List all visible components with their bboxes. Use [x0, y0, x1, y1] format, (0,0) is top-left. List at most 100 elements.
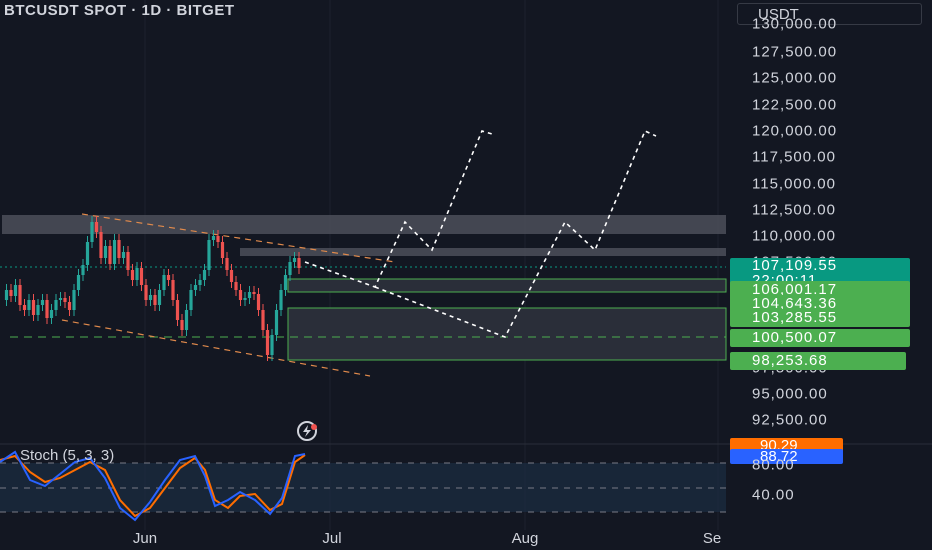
candle-body	[117, 240, 121, 258]
candlestick-series	[4, 216, 301, 361]
candle-body	[31, 300, 36, 315]
candle-body	[49, 310, 54, 318]
candle-body	[243, 298, 247, 300]
candle-body	[81, 265, 85, 275]
price-tick: 115,000.00	[752, 175, 836, 193]
candle-body	[103, 246, 108, 258]
candle-body	[36, 305, 40, 315]
candle-body	[274, 310, 279, 335]
candle-body	[202, 270, 207, 280]
support-box-2	[287, 307, 727, 361]
candle-body	[58, 298, 63, 300]
stoch-tick: 80.00	[752, 456, 795, 474]
candle-body	[288, 262, 292, 275]
candle-body	[135, 268, 139, 280]
candle-body	[130, 270, 135, 280]
time-tick: Jun	[132, 530, 158, 547]
candle-body	[153, 295, 157, 305]
candle-body	[238, 290, 243, 300]
current-price: 107,109.55	[752, 257, 838, 274]
stoch-indicator-label[interactable]: Stoch (5, 3, 3)	[20, 447, 115, 464]
time-tick: Jul	[322, 530, 342, 547]
level-badge: 103,285.55	[730, 309, 910, 327]
candle-body	[261, 310, 265, 330]
candle-body	[63, 298, 67, 302]
candle-body	[126, 252, 130, 270]
candle-body	[211, 236, 216, 240]
candle-body	[234, 282, 238, 290]
resistance-zone	[2, 215, 726, 234]
candle-body	[220, 242, 225, 258]
stoch-k-value: 88.72	[730, 449, 843, 464]
candle-body	[229, 270, 234, 282]
stoch-d-line	[0, 454, 306, 518]
resistance-zone-thin	[240, 248, 726, 256]
candle-body	[247, 292, 252, 298]
time-tick: Se	[702, 530, 722, 547]
price-tick: 92,500.00	[752, 411, 828, 429]
candle-body	[139, 268, 144, 285]
candle-body	[40, 300, 45, 305]
candle-body	[171, 280, 175, 300]
candle-body	[99, 232, 103, 258]
candle-body	[193, 285, 198, 290]
candle-body	[45, 300, 49, 318]
candle-body	[22, 305, 27, 310]
candle-body	[144, 285, 148, 300]
support-box-1	[287, 278, 727, 293]
candle-body	[13, 285, 18, 296]
candle-body	[292, 258, 297, 262]
candle-body	[9, 290, 13, 296]
currency-selector[interactable]: USDT	[737, 3, 922, 25]
candle-body	[270, 335, 274, 355]
candle-body	[256, 294, 261, 310]
candle-body	[297, 258, 301, 268]
stoch-tick: 40.00	[752, 486, 795, 504]
candle-body	[18, 285, 22, 305]
price-tick: 95,000.00	[752, 385, 828, 403]
chart-title: BTCUSDT SPOT · 1D · BITGET	[4, 2, 235, 19]
candle-body	[279, 290, 283, 310]
candle-body	[184, 310, 189, 330]
candle-body	[180, 320, 184, 330]
candle-body	[90, 222, 94, 242]
lightning-icon[interactable]	[284, 420, 330, 442]
candle-body	[175, 300, 180, 320]
price-tick: 130,000.00	[752, 15, 838, 33]
level-badge: 104,643.36	[730, 295, 910, 313]
candle-body	[112, 240, 117, 264]
candle-body	[216, 236, 220, 242]
price-tick: 125,000.00	[752, 69, 838, 87]
stoch-k-line	[0, 450, 306, 522]
candle-body	[157, 290, 162, 305]
level-badge: 100,500.07	[730, 329, 910, 347]
level-badge: 98,253.68	[730, 352, 906, 370]
candle-body	[121, 252, 126, 258]
price-tick: 110,000.00	[752, 227, 836, 245]
candle-body	[72, 290, 76, 310]
candle-body	[252, 292, 256, 294]
candle-body	[225, 258, 229, 270]
candle-body	[265, 330, 270, 355]
time-tick: Aug	[511, 530, 539, 547]
price-tick: 112,500.00	[752, 201, 836, 219]
candle-body	[94, 222, 99, 232]
candle-body	[166, 275, 171, 280]
price-tick: 127,500.00	[752, 43, 838, 61]
candle-body	[283, 275, 288, 290]
candle-body	[162, 275, 166, 290]
candle-body	[76, 275, 81, 290]
candle-body	[189, 290, 193, 310]
candle-body	[148, 295, 153, 300]
candle-body	[85, 242, 90, 265]
candle-body	[54, 300, 58, 310]
price-tick: 120,000.00	[752, 122, 838, 140]
price-tick: 122,500.00	[752, 96, 838, 114]
level-badge: 106,001.17	[730, 281, 910, 299]
candle-body	[27, 300, 31, 310]
candle-body	[207, 240, 211, 270]
candle-body	[4, 290, 9, 300]
candle-body	[198, 280, 202, 285]
price-tick: 117,500.00	[752, 148, 836, 166]
